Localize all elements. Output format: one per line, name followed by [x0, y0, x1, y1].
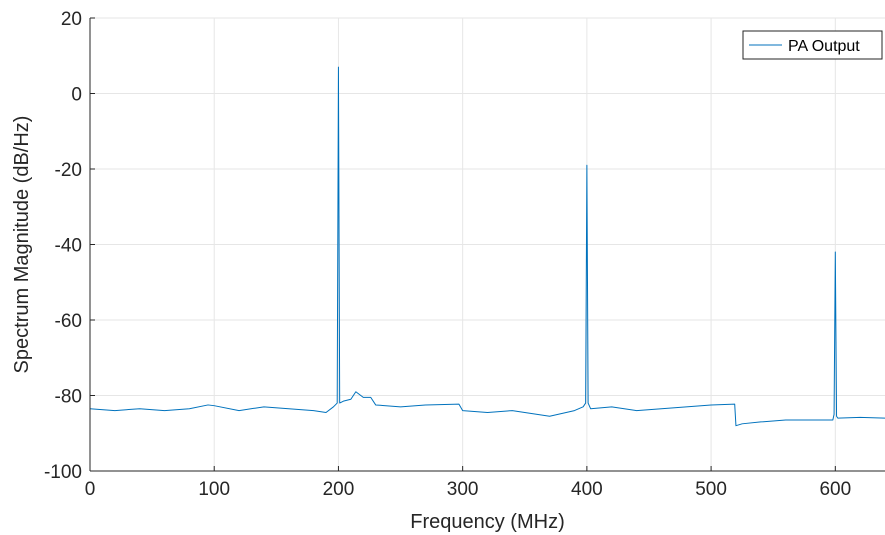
x-tick-label: 300	[447, 479, 479, 500]
legend: PA Output	[742, 30, 883, 60]
y-tick-label: -20	[55, 160, 82, 181]
y-tick-label: -40	[55, 236, 82, 257]
legend-label-pa-output: PA Output	[788, 38, 860, 55]
y-tick-label: -100	[44, 462, 82, 483]
x-axis-label: Frequency (MHz)	[410, 511, 564, 533]
tick-labels: 0 100 200 300 400 500 600 -100 -80 -60 -40 -20 0 20	[44, 9, 851, 500]
y-tick-label: -60	[55, 311, 82, 332]
x-tick-label: 500	[695, 479, 727, 500]
x-tick-label: 200	[323, 479, 355, 500]
x-tick-label: 400	[571, 479, 603, 500]
x-tick-label: 600	[819, 479, 851, 500]
y-axis-label: Spectrum Magnitude (dB/Hz)	[11, 116, 33, 374]
y-tick-label: -80	[55, 387, 82, 408]
axes	[89, 17, 885, 472]
x-tick-label: 0	[85, 479, 96, 500]
legend-box	[742, 30, 883, 60]
y-tick-label: 0	[71, 85, 82, 106]
series-layer	[89, 66, 885, 427]
y-tick-label: 20	[61, 9, 82, 30]
x-tick-label: 100	[198, 479, 230, 500]
series-line-pa-output	[89, 66, 885, 427]
